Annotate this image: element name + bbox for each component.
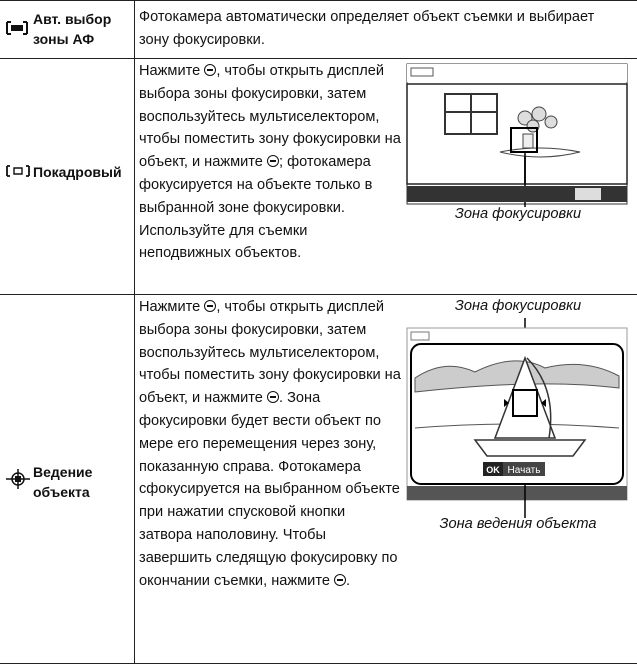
text: . Зона фокусировки будет вести объект по… (139, 390, 400, 589)
text: Нажмите (139, 299, 201, 315)
ok-icon (204, 300, 217, 312)
caption: Зона ведения объекта (439, 516, 597, 532)
row-text: Фотокамера автоматически определяет объе… (139, 6, 619, 52)
text: , чтобы открыть дисплей выбора зоны фоку… (139, 63, 401, 171)
text: ; фотокамера фокусируется на объекте тол… (139, 154, 373, 262)
row-text: Нажмите , чтобы открыть дисплей выбора з… (139, 60, 401, 265)
row-label: Покадровый (33, 164, 122, 180)
button-label: Начать (508, 465, 541, 476)
ok-icon (266, 155, 279, 168)
row-label: Ведение объекта (33, 464, 93, 500)
rule (0, 58, 637, 59)
ok-icon (334, 573, 347, 586)
text: Нажмите (139, 63, 201, 79)
svg-text:OK: OK (486, 465, 500, 475)
rule (0, 294, 637, 295)
caption: Зона фокусировки (454, 206, 582, 222)
text: , чтобы открыть дисплей выбора зоны фоку… (139, 299, 401, 407)
row-label: Авт. выбор зоны АФ (33, 11, 112, 47)
single-point-icon (6, 165, 30, 177)
ok-icon (266, 391, 279, 404)
af-area-icon (6, 21, 28, 35)
tracking-icon (6, 469, 30, 489)
text: Фотокамера автоматически определяет объе… (139, 9, 595, 48)
screen-illustration: OK Начать (406, 318, 628, 518)
row-text: Нажмите , чтобы открыть дисплей выбора з… (139, 296, 401, 592)
text: . (346, 572, 351, 589)
ok-icon (204, 64, 217, 76)
screen-illustration (406, 63, 628, 207)
caption: Зона фокусировки (454, 298, 582, 314)
rule (0, 0, 637, 1)
rule (134, 0, 135, 664)
